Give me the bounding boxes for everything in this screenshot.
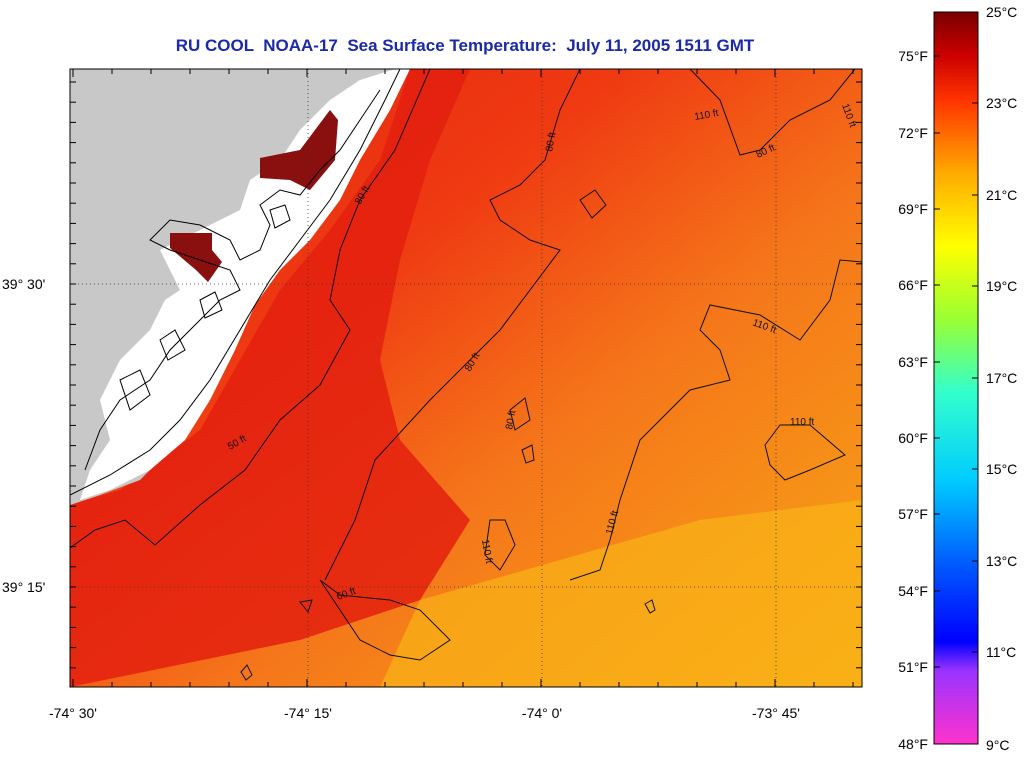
x-axis-label: -74° 15' (284, 705, 332, 721)
x-axis-label: -74° 30' (49, 705, 97, 721)
x-axis-label: -74° 0' (522, 705, 562, 721)
cool-water-patch (380, 500, 862, 687)
colorbar-fahrenheit-label: 54°F (898, 583, 928, 599)
y-axis-label: 39° 30' (2, 276, 45, 292)
axis-ticks (70, 69, 862, 687)
hot-spot (170, 233, 222, 282)
contour-label: 110 ft (790, 417, 814, 428)
colorbar-celsius-label: 23°C (986, 95, 1017, 111)
colorbar-ticks (934, 11, 978, 745)
colorbar-fahrenheit-label: 63°F (898, 354, 928, 370)
colorbar-fahrenheit-label: 72°F (898, 125, 928, 141)
colorbar-celsius-label: 11°C (986, 644, 1016, 660)
contour-label: 80 ft (504, 409, 518, 430)
depth-contour-80ft (324, 69, 581, 581)
depth-contour-80ft (319, 579, 451, 661)
depth-contour-110ft (689, 69, 856, 156)
colorbar-fahrenheit-label: 60°F (898, 430, 928, 446)
y-axis-label: 39° 15' (2, 579, 45, 595)
coastline (70, 69, 401, 496)
warm-water-band (70, 69, 470, 687)
hot-spot (260, 110, 338, 190)
shoal-marker (644, 599, 656, 614)
colorbar-fahrenheit-label: 69°F (898, 201, 928, 217)
contour-label: 110 ft (479, 539, 494, 565)
shoal-marker (240, 664, 253, 681)
colorbar-celsius-label: 15°C (986, 461, 1017, 477)
colorbar (933, 11, 979, 745)
depth-contour-110ft (764, 424, 846, 481)
colorbar-fahrenheit-label: 48°F (898, 736, 928, 752)
shoal-marker (299, 599, 313, 614)
colorbar-fahrenheit-label: 51°F (898, 659, 928, 675)
depth-contour-110ft (569, 259, 862, 581)
colorbar-celsius-label: 17°C (986, 370, 1017, 386)
depth-contour-110ft (484, 519, 516, 571)
depth-contour-50ft (70, 69, 431, 549)
colorbar-fahrenheit-label: 75°F (898, 48, 928, 64)
colorbar-celsius-label: 19°C (986, 278, 1017, 294)
x-axis-label: -73° 45' (752, 705, 800, 721)
shoal-marker (521, 444, 535, 464)
depth-contour-80ft (509, 397, 531, 431)
plot-frame (69, 68, 863, 688)
map-title: RU COOL NOAA-17 Sea Surface Temperature:… (175, 36, 755, 55)
colorbar-fahrenheit-label: 66°F (898, 277, 928, 293)
colorbar-celsius-label: 21°C (986, 187, 1017, 203)
shoal-marker (579, 189, 607, 219)
colorbar-celsius-label: 25°C (986, 4, 1017, 20)
colorbar-celsius-label: 13°C (986, 553, 1017, 569)
coastline (119, 204, 291, 411)
colorbar-celsius-label: 9°C (986, 737, 1010, 753)
coastline (84, 89, 381, 471)
estuary-area (80, 69, 410, 500)
contour-label: 110 ft (694, 108, 720, 123)
colorbar-fahrenheit-label: 57°F (898, 506, 928, 522)
contour-label: 80 ft (544, 131, 558, 152)
